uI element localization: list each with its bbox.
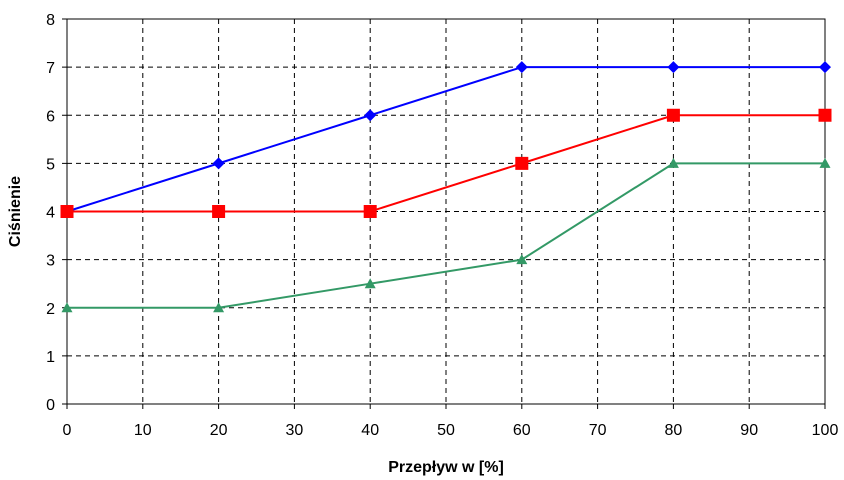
series-3: [61, 157, 831, 313]
data-point-triangle: [213, 302, 225, 313]
data-point-square: [363, 205, 377, 218]
series-line: [66, 66, 825, 213]
x-tick-label: 60: [513, 422, 531, 439]
y-tick-label: 3: [46, 253, 55, 270]
y-tick-label: 6: [46, 108, 55, 125]
x-tick-label: 20: [210, 422, 228, 439]
y-tick-label: 2: [46, 301, 55, 318]
data-point-triangle: [61, 302, 73, 313]
series-2: [60, 108, 832, 218]
y-tick-label: 0: [46, 397, 55, 414]
x-tick-label: 100: [812, 422, 839, 439]
data-point-square: [818, 108, 832, 122]
y-tick-label: 8: [46, 12, 55, 29]
x-tick-label: 70: [589, 422, 607, 439]
data-point-triangle: [516, 254, 528, 265]
data-point-triangle: [364, 278, 376, 289]
data-point-diamond: [212, 157, 225, 170]
data-point-square: [212, 205, 226, 218]
data-point-diamond: [819, 61, 831, 74]
x-axis-title: Przepływ w [%]: [388, 459, 504, 476]
series: [60, 61, 832, 313]
x-tick-label: 80: [665, 422, 683, 439]
data-point-square: [666, 108, 680, 122]
axis-ticks: 0 10 20 30 40 50 60 70 80 90 100 0 1 2 3 4 5 6 7 8: [46, 12, 838, 439]
data-point-diamond: [667, 61, 680, 74]
data-point-square: [60, 205, 74, 218]
series-line: [67, 162, 825, 309]
x-tick-label: 50: [437, 422, 455, 439]
data-point-diamond: [515, 61, 528, 74]
data-point-triangle: [819, 157, 831, 168]
data-point-diamond: [364, 109, 377, 122]
x-tick-label: 10: [134, 422, 152, 439]
y-tick-label: 5: [46, 156, 55, 173]
x-tick-label: 30: [286, 422, 304, 439]
y-tick-label: 4: [46, 205, 55, 222]
y-axis-title: Ciśnienie: [7, 176, 24, 247]
y-tick-label: 1: [46, 349, 55, 366]
x-tick-label: 90: [740, 422, 758, 439]
x-tick-label: 0: [63, 422, 72, 439]
data-point-square: [515, 156, 529, 170]
data-point-triangle: [667, 157, 679, 168]
series-line: [67, 114, 825, 213]
x-tick-label: 40: [361, 422, 379, 439]
y-tick-label: 7: [46, 60, 55, 77]
